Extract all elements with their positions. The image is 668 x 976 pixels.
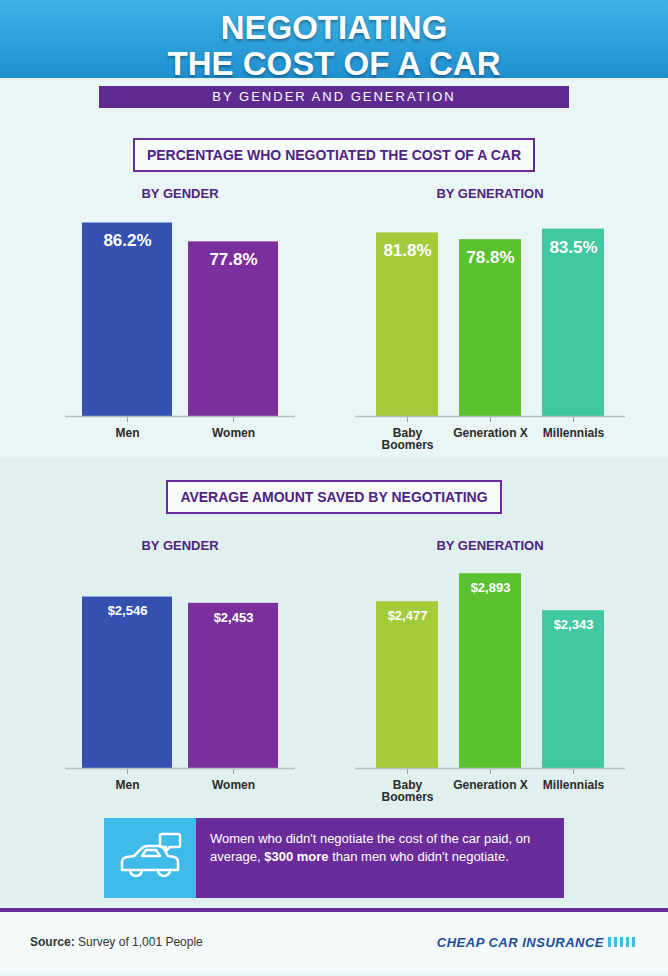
html-text:BY GENERATION: BY GENERATION (436, 538, 544, 553)
html-text:PERCENTAGE WHO NEGOTIATED THE: PERCENTAGE WHO NEGOTIATED THE COST OF A … (146, 147, 522, 163)
svg-text:$2,893: $2,893 (471, 580, 511, 595)
html-text:BY GENDER: BY GENDER (141, 538, 219, 553)
svg-text:81.8%: 81.8% (383, 241, 431, 260)
html-text:AVERAGE AMOUNT SAVED BY NEGOTI: AVERAGE AMOUNT SAVED BY NEGOTIATING (180, 489, 488, 505)
svg-text:83.5%: 83.5% (549, 238, 597, 257)
svg-text:Men: Men (116, 426, 140, 440)
svg-text:BabyBoomers: BabyBoomers (381, 426, 433, 452)
html-text:Source: Survey of 1,001 People: Source: Survey of 1,001 People (30, 935, 203, 949)
html-text:BY GENDER: BY GENDER (141, 186, 219, 201)
svg-text:Women: Women (212, 778, 255, 792)
svg-text:$2,453: $2,453 (214, 609, 254, 624)
html-text:BY GENDER AND GENERATION: BY GENDER AND GENERATION (212, 89, 456, 104)
svg-text:$2,343: $2,343 (554, 617, 594, 632)
svg-text:86.2%: 86.2% (103, 231, 151, 250)
svg-text:Men: Men (116, 778, 140, 792)
html-text:CHEAP CAR INSURANCE: CHEAP CAR INSURANCE (436, 934, 604, 950)
svg-text:$2,477: $2,477 (388, 608, 428, 623)
svg-text:Millennials: Millennials (543, 426, 605, 440)
svg-text:Women: Women (212, 426, 255, 440)
svg-text:Generation X: Generation X (453, 426, 528, 440)
html-text:Women who didn't negotiate the: Women who didn't negotiate the cost of t… (210, 831, 531, 864)
svg-text:Millennials: Millennials (543, 778, 605, 792)
svg-text:78.8%: 78.8% (466, 248, 514, 267)
svg-text:Generation X: Generation X (453, 778, 528, 792)
html-text:THE COST OF A CAR: THE COST OF A CAR (167, 45, 501, 82)
html-text:NEGOTIATING: NEGOTIATING (220, 9, 448, 46)
svg-text:77.8%: 77.8% (209, 250, 257, 269)
svg-text:$2,546: $2,546 (108, 603, 148, 618)
svg-text:BabyBoomers: BabyBoomers (381, 778, 433, 804)
html-text:BY GENERATION: BY GENERATION (436, 186, 544, 201)
